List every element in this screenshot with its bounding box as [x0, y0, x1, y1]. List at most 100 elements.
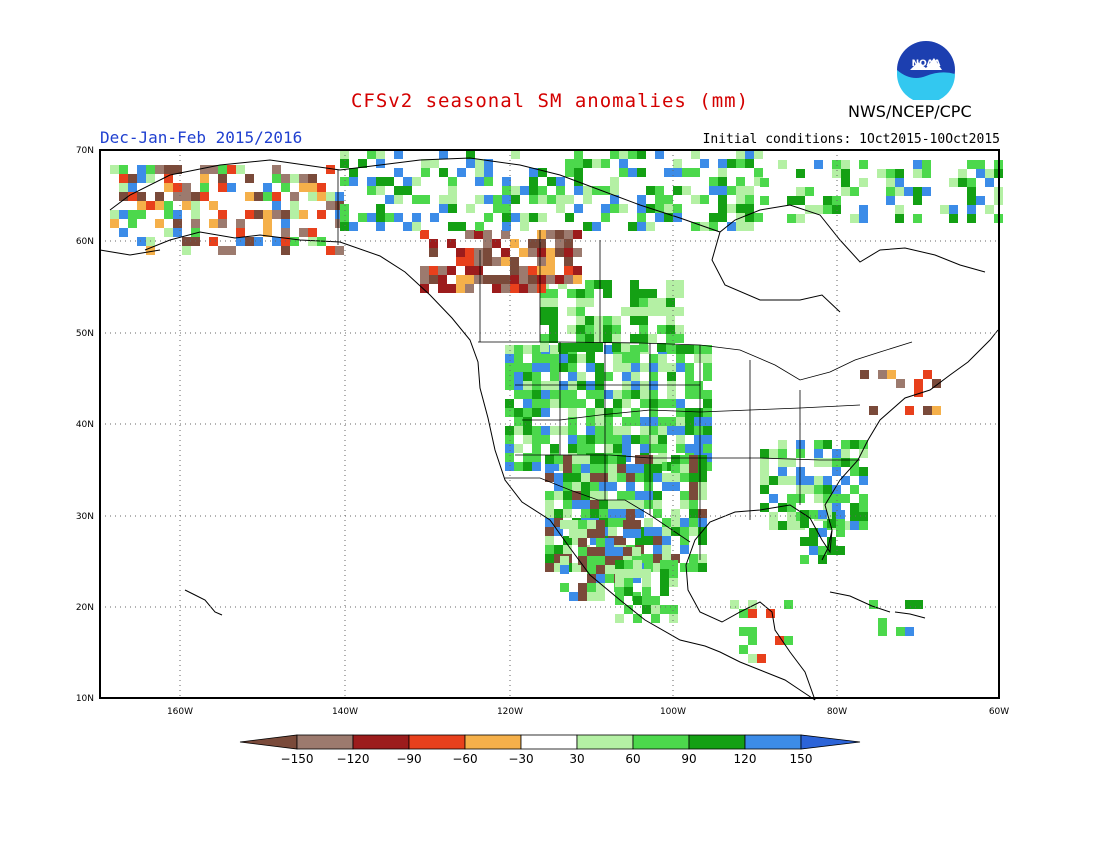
anomaly-cell [608, 518, 617, 527]
anomaly-cell [633, 569, 642, 578]
anomaly-cell [555, 239, 564, 248]
anomaly-cell [412, 222, 421, 231]
anomaly-cell [502, 213, 511, 222]
anomaly-cell [662, 536, 671, 545]
anomaly-cell [632, 574, 641, 583]
anomaly-cell [850, 485, 859, 494]
anomaly-cell [662, 527, 671, 536]
anomaly-cell [448, 177, 457, 186]
anomaly-cell [595, 399, 604, 408]
anomaly-cell [376, 186, 385, 195]
anomaly-cell [263, 192, 272, 201]
anomaly-cell [367, 150, 376, 159]
anomaly-cell [604, 408, 613, 417]
anomaly-cell [653, 509, 662, 518]
us-canada-border [478, 341, 913, 381]
anomaly-cell [662, 554, 671, 563]
anomaly-cell [640, 381, 649, 390]
anomaly-cell [448, 204, 457, 213]
anomaly-cell [635, 509, 644, 518]
anomaly-cell [623, 520, 632, 529]
anomaly-cell [727, 222, 736, 231]
anomaly-cell [667, 417, 676, 426]
anomaly-cell [164, 228, 173, 237]
anomaly-cell [694, 390, 703, 399]
anomaly-cell [985, 169, 994, 178]
anomaly-cell [841, 494, 850, 503]
anomaly-cell [438, 284, 447, 293]
anomaly-cell [637, 195, 646, 204]
anomaly-cell [653, 500, 662, 509]
anomaly-cell [739, 609, 748, 618]
lat-label: 10N [76, 694, 94, 704]
florida [821, 529, 833, 561]
anomaly-cell [608, 500, 617, 509]
colorbar-label: 150 [790, 752, 813, 766]
anomaly-cell [474, 230, 483, 239]
anomaly-cell [836, 519, 845, 528]
anomaly-cell [605, 538, 614, 547]
lat-label: 70N [76, 146, 94, 156]
anomaly-cell [578, 529, 587, 538]
anomaly-cell [590, 491, 599, 500]
anomaly-cell [559, 363, 568, 372]
anomaly-cell [245, 210, 254, 219]
anomaly-cell [787, 196, 796, 205]
anomaly-cell [532, 408, 541, 417]
anomaly-cell [581, 563, 590, 572]
anomaly-cell [703, 354, 712, 363]
anomaly-cell [718, 177, 727, 186]
anomaly-cell [585, 280, 594, 289]
anomaly-cell [809, 510, 818, 519]
anomaly-cell [615, 578, 624, 587]
anomaly-cell [608, 482, 617, 491]
anomaly-cell [914, 379, 923, 388]
anomaly-cell [173, 183, 182, 192]
anomaly-cell [272, 192, 281, 201]
anomaly-cell [563, 455, 572, 464]
anomaly-cell [913, 160, 922, 169]
anomaly-cell [532, 363, 541, 372]
lon-label: 140W [332, 707, 358, 717]
colorbar-segment [688, 734, 746, 750]
anomaly-cell [519, 266, 528, 275]
anomaly-cell [667, 381, 676, 390]
anomaly-cell [549, 298, 558, 307]
anomaly-cell [532, 435, 541, 444]
anomaly-cell [823, 476, 832, 485]
anomaly-cell [680, 455, 689, 464]
anomaly-cell [554, 518, 563, 527]
anomaly-cell [658, 399, 667, 408]
anomaly-cell [573, 275, 582, 284]
anomaly-cell [209, 165, 218, 174]
anomaly-cell [895, 169, 904, 178]
anomaly-cell [754, 168, 763, 177]
anomaly-cell [809, 528, 818, 537]
anomaly-cell [698, 491, 707, 500]
anomaly-cell [895, 178, 904, 187]
anomaly-cell [182, 183, 191, 192]
anomaly-cell [596, 565, 605, 574]
anomaly-cell [628, 150, 637, 159]
anomaly-cell [537, 257, 546, 266]
anomaly-cell [635, 536, 644, 545]
anomaly-cell [703, 345, 712, 354]
anomaly-cell [603, 316, 612, 325]
anomaly-cell [475, 222, 484, 231]
anomaly-cell [615, 587, 624, 596]
noaa-logo: NOAA [896, 40, 956, 104]
anomaly-cell [456, 257, 465, 266]
anomaly-cell [745, 204, 754, 213]
anomaly-cell [505, 399, 514, 408]
anomaly-cell [191, 219, 200, 228]
anomaly-cell [595, 381, 604, 390]
anomaly-cell [886, 187, 895, 196]
anomaly-cell [604, 426, 613, 435]
anomaly-cell [680, 563, 689, 572]
anomaly-cell [501, 230, 510, 239]
anomaly-cell [541, 363, 550, 372]
anomaly-cell [505, 444, 514, 453]
anomaly-cell [657, 343, 666, 352]
anomaly-cell [653, 563, 662, 572]
anomaly-cell [637, 168, 646, 177]
